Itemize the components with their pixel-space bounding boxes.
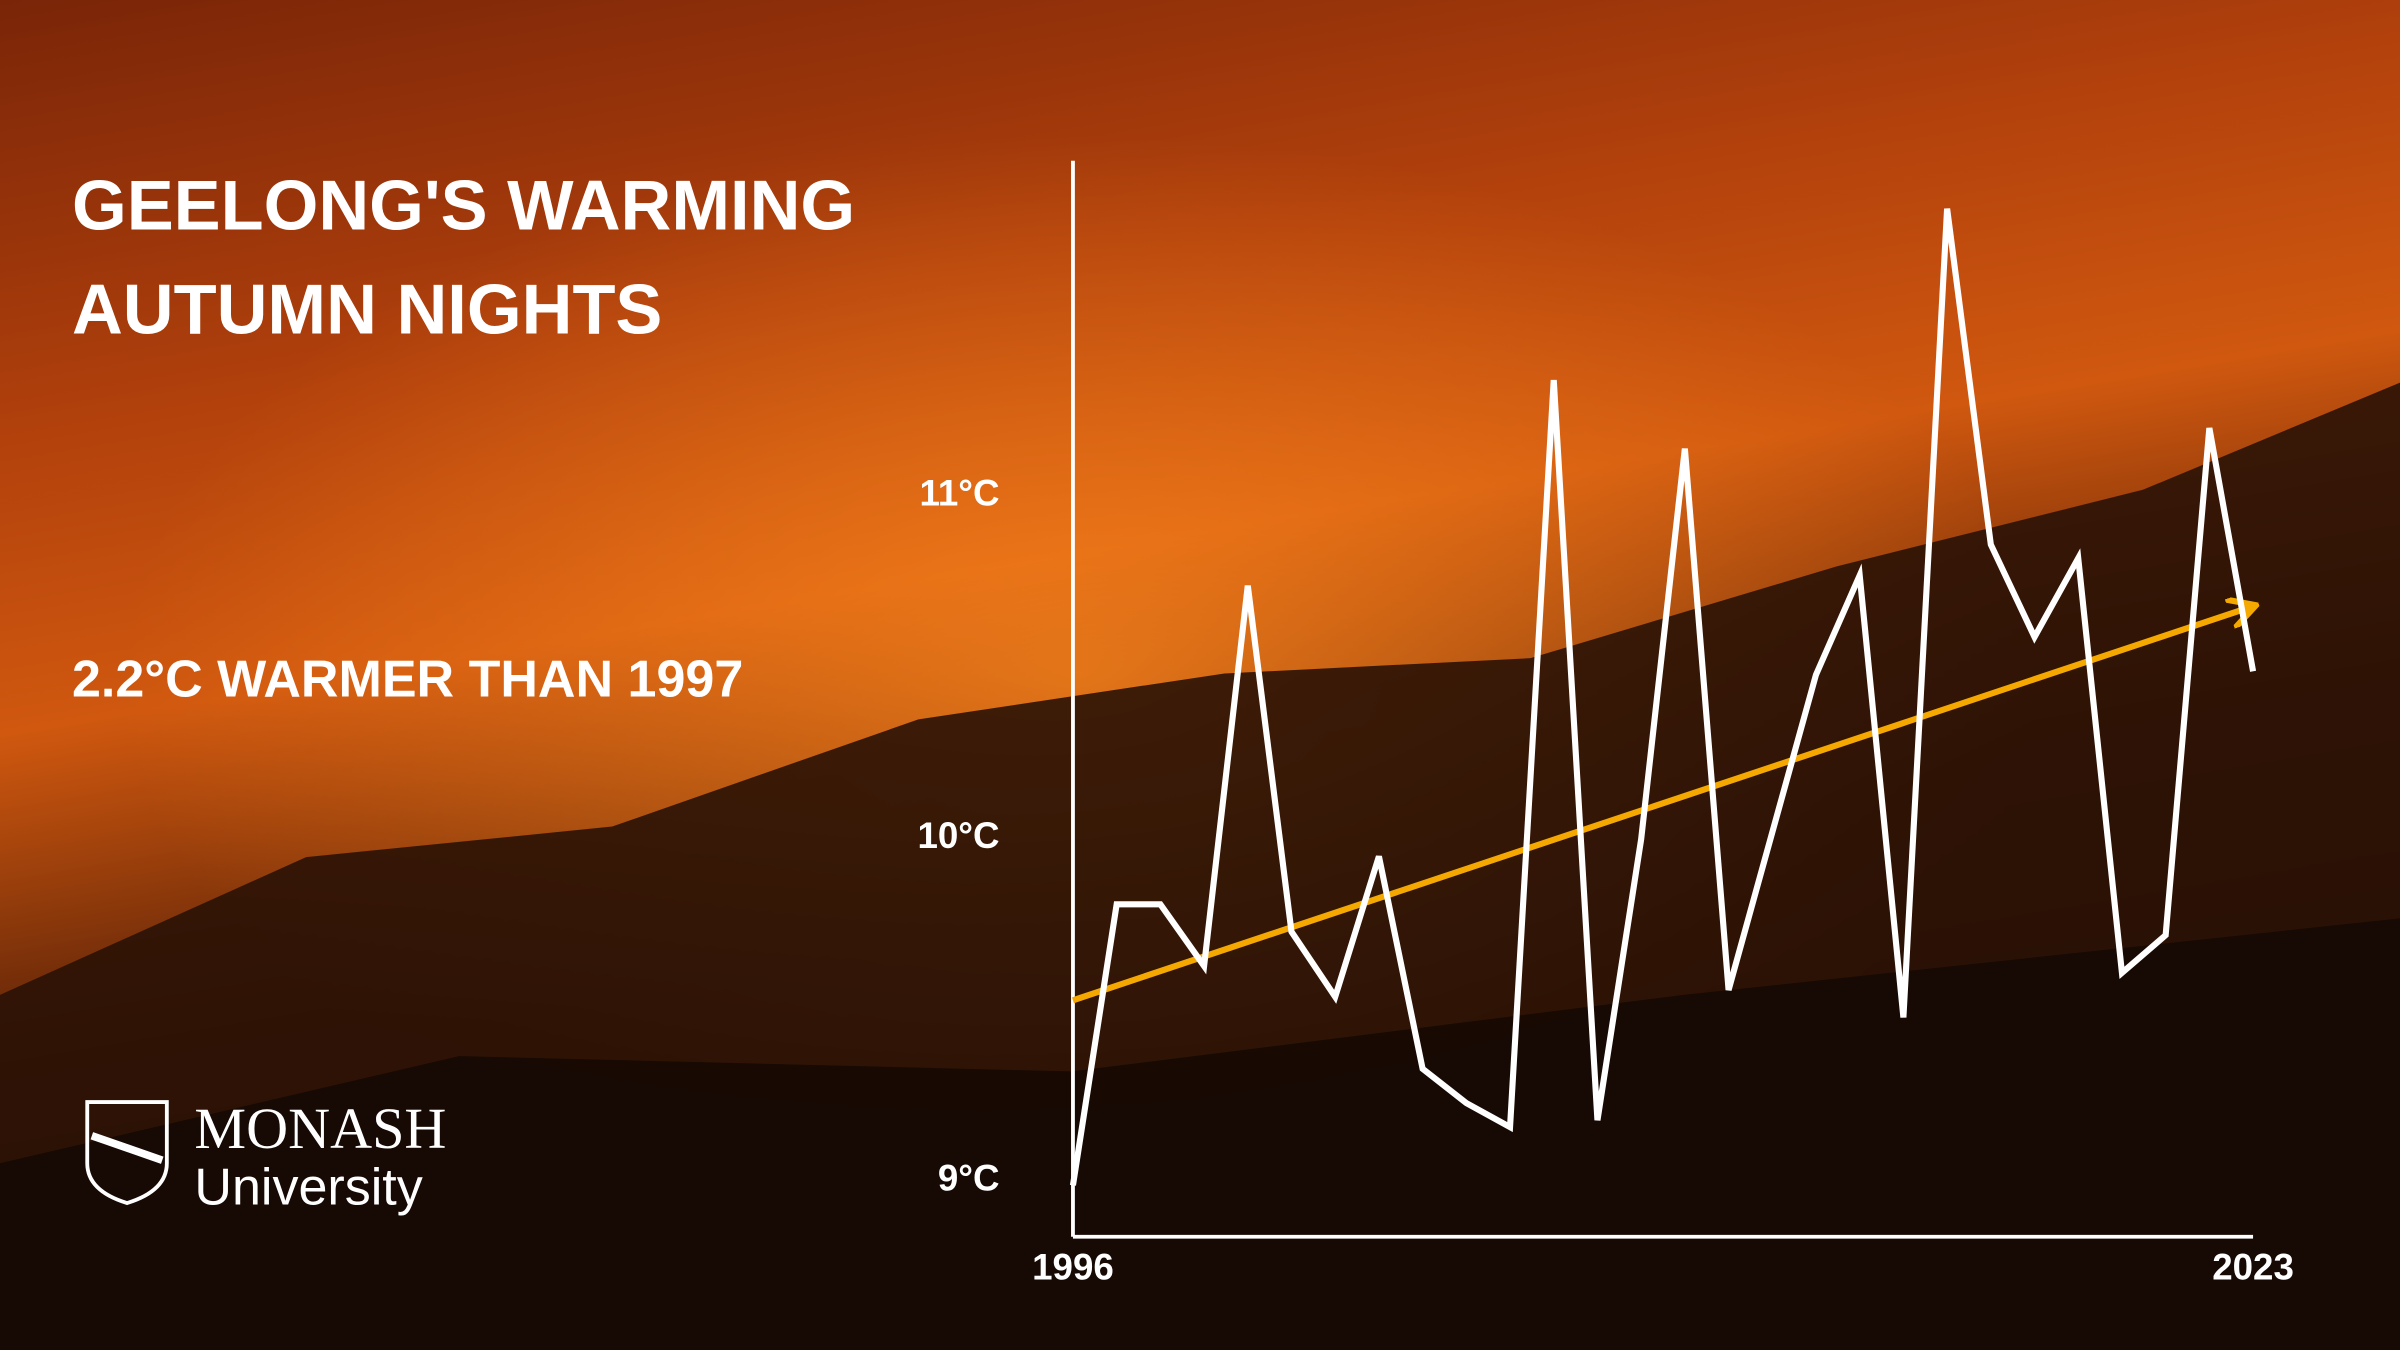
y-tick-label: 9°C [938,1158,1000,1199]
logo-subname: University [194,1159,422,1217]
foreground [0,918,2400,1350]
subtitle: 2.2°C WARMER THAN 1997 [72,650,743,708]
x-tick-label: 1996 [1032,1247,1114,1288]
plot: 9°C 10°C 11°C 1996 2023 [917,160,2294,1288]
data-line [1069,208,2257,1186]
y-tick-label: 10°C [917,815,999,856]
title-line: GEELONG'S WARMING [72,166,855,245]
x-tick-label: 2023 [2212,1247,2294,1288]
logo-shield [85,1100,169,1206]
y-tick-label: 11°C [919,472,999,513]
logo-chevron [90,1132,164,1164]
logo-name: MONASH [194,1096,446,1161]
title-line: AUTUMN NIGHTS [72,270,662,349]
trend-arrow [1071,606,2253,1004]
logo: MONASH University [85,1096,446,1217]
